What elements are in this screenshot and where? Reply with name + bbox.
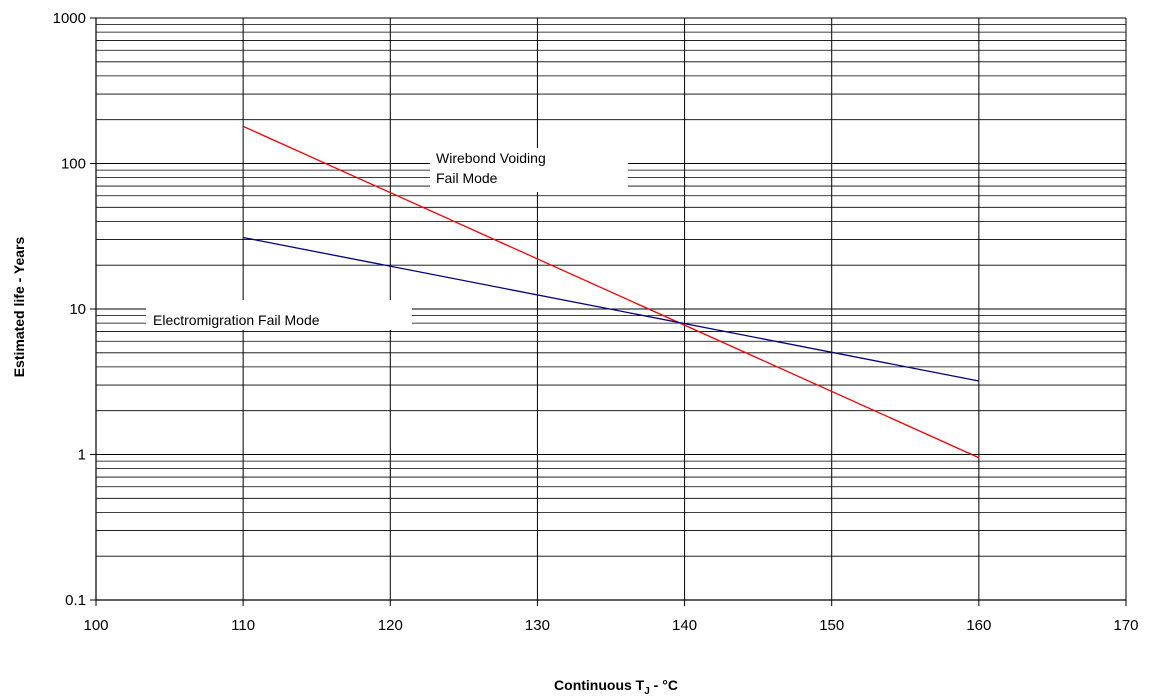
x-tick-label: 130 bbox=[525, 617, 550, 634]
y-tick-labels: 0.1 1 10 100 1000 bbox=[53, 10, 86, 609]
y-tick-label: 100 bbox=[61, 156, 86, 173]
x-tick-label: 160 bbox=[966, 617, 991, 634]
x-tick-label: 110 bbox=[231, 617, 255, 634]
minor-gridlines bbox=[96, 24, 1126, 557]
x-tick-label: 150 bbox=[819, 617, 844, 634]
x-axis-title-subscript: J bbox=[644, 686, 650, 697]
wirebond-annotation-line: Wirebond Voiding bbox=[436, 150, 546, 166]
x-axis-title-suffix: - °C bbox=[650, 677, 678, 693]
x-tick-labels: 100 110 120 130 140 150 160 170 bbox=[83, 617, 1138, 634]
x-tick-label: 120 bbox=[378, 617, 403, 634]
y-tick-label: 1 bbox=[78, 447, 86, 464]
y-tick-label: 0.1 bbox=[65, 592, 86, 609]
x-axis-title: Continuous TJ - °C bbox=[554, 677, 678, 697]
wirebond-annotation-line: Fail Mode bbox=[436, 170, 498, 186]
y-axis-title: Estimated life - Years bbox=[11, 236, 27, 377]
y-tick-label: 1000 bbox=[53, 10, 86, 27]
annotation-boxes: Wirebond Voiding Fail Mode Electromigratio… bbox=[146, 148, 628, 330]
x-axis-title-main: Continuous T bbox=[554, 677, 645, 693]
x-tick-label: 140 bbox=[672, 617, 697, 634]
electromigration-annotation-line: Electromigration Fail Mode bbox=[153, 312, 320, 328]
annotation-box bbox=[146, 300, 412, 330]
x-tick-label: 170 bbox=[1113, 617, 1138, 634]
x-tick-label: 100 bbox=[83, 617, 108, 634]
wirebond-voiding-series-line bbox=[242, 125, 980, 459]
electromigration-series-line bbox=[243, 236, 979, 382]
y-tick-label: 10 bbox=[69, 301, 86, 318]
annotation-box bbox=[430, 148, 628, 192]
series-lines bbox=[242, 125, 980, 459]
